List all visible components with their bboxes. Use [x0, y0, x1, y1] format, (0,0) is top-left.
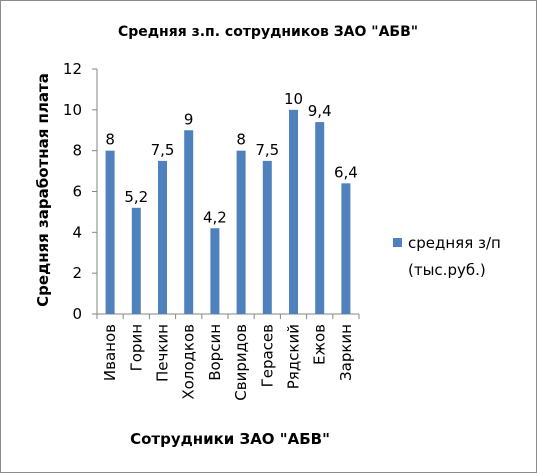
data-label: 9,4 — [308, 102, 332, 120]
bar-8 — [289, 109, 298, 314]
legend-label-line-2: (тыс.руб.) — [408, 261, 486, 279]
legend: средняя з/п (тыс.руб.) — [393, 234, 501, 279]
y-tick-label: 6 — [72, 183, 82, 201]
y-tick-label: 10 — [63, 101, 82, 119]
x-tick-label: Рядский — [285, 324, 303, 389]
x-tick-label: Горин — [127, 324, 145, 371]
bar-6 — [236, 150, 246, 314]
data-label: 8 — [105, 131, 115, 149]
legend-label-line-1: средняя з/п — [408, 234, 501, 252]
y-tick-label: 0 — [72, 305, 82, 323]
data-label: 5,2 — [124, 188, 148, 206]
data-label: 10 — [284, 90, 303, 108]
x-axis-title: Сотрудники ЗАО "АБВ" — [130, 430, 330, 448]
x-tick-label: Заркин — [337, 324, 355, 381]
plot-area: 0 2 4 6 8 10 12 8 Иванов 5,2 Горин 7,5 Печкин 9 Холодк… — [63, 60, 360, 401]
bar-2 — [131, 207, 141, 314]
x-tick-label: Ворсин — [206, 324, 224, 381]
x-tick-label: Герасев — [258, 324, 276, 387]
bar-10 — [341, 183, 351, 314]
bar-7 — [262, 160, 272, 314]
data-label: 4,2 — [203, 208, 227, 226]
data-label: 6,4 — [334, 163, 358, 181]
data-label: 7,5 — [151, 141, 175, 159]
data-label: 7,5 — [255, 141, 279, 159]
bar-4 — [184, 130, 194, 314]
bar-5 — [210, 228, 220, 314]
bar-3 — [158, 160, 167, 314]
x-tick-label: Иванов — [101, 324, 119, 381]
x-tick-label: Ежов — [311, 324, 329, 365]
bar-9 — [315, 122, 325, 314]
y-tick-label: 4 — [72, 223, 82, 241]
y-tick-label: 2 — [72, 264, 82, 282]
x-tick-label: Холодков — [180, 324, 198, 400]
chart-title: Средняя з.п. сотрудников ЗАО "АБВ" — [118, 24, 418, 40]
x-tick-label: Печкин — [154, 324, 172, 382]
data-label: 9 — [184, 110, 194, 128]
y-tick-label: 8 — [72, 142, 82, 160]
x-tick-label: Свиридов — [232, 324, 250, 401]
y-tick-label: 12 — [63, 60, 82, 78]
legend-swatch — [393, 238, 402, 247]
bar-1 — [105, 150, 115, 314]
y-axis-title: Средняя заработная плата — [34, 73, 52, 307]
data-label: 8 — [236, 131, 246, 149]
